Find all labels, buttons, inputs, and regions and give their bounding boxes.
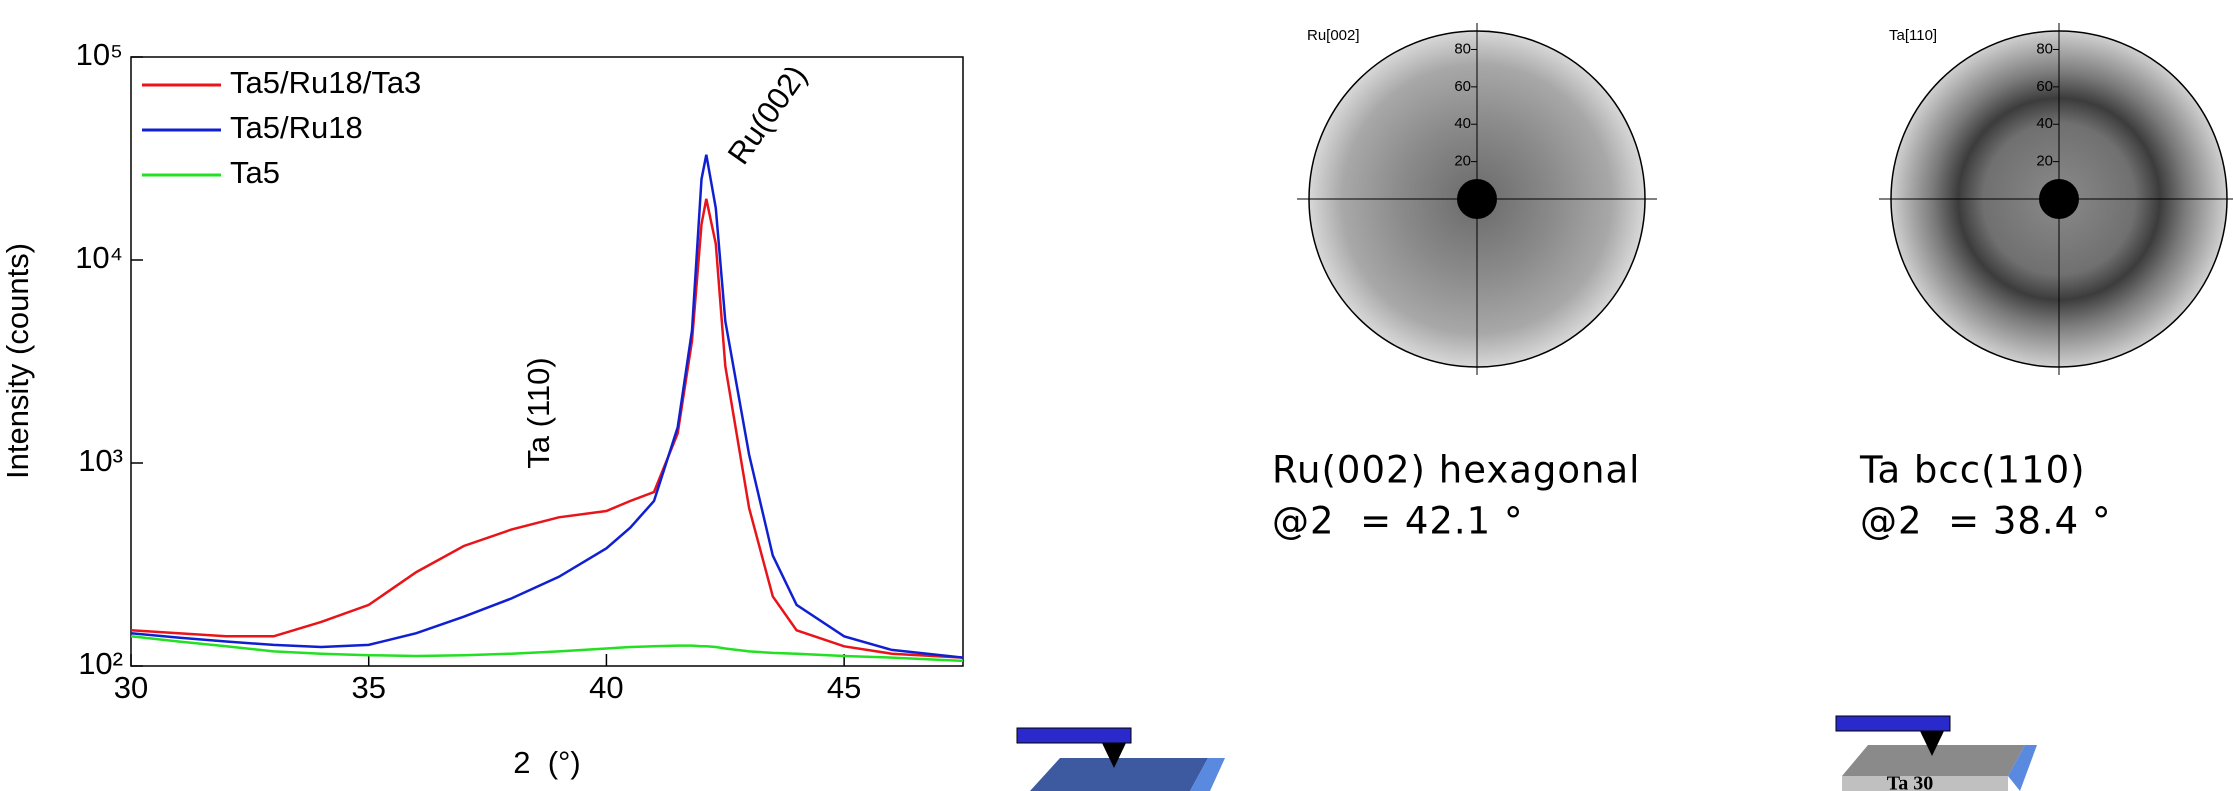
y-tick-label: 10⁵: [76, 37, 123, 72]
probe-tip: [1920, 731, 1944, 756]
ring-label: 20: [2036, 153, 2053, 170]
x-tick-label: 45: [827, 670, 861, 705]
ring-label: 80: [2036, 40, 2053, 57]
x-axis-label: 2 (°): [513, 745, 581, 780]
annotation: Ta (110): [521, 357, 556, 468]
ring-label: 40: [2036, 115, 2053, 132]
x-tick-label: 30: [114, 670, 148, 705]
y-axis-label: Intensity (counts): [0, 243, 35, 479]
pole-label: Ru[002]: [1307, 27, 1360, 44]
probe-tip: [1102, 743, 1126, 768]
y-tick-label: 10²: [78, 646, 123, 681]
x-tick-label: 40: [589, 670, 623, 705]
slab-front: [1842, 776, 2008, 791]
ring-label: 40: [1454, 115, 1471, 132]
slab-side: [2008, 745, 2037, 791]
x-tick-label: 35: [351, 670, 385, 705]
probe: [1016, 727, 1132, 744]
y-tick-label: 10³: [78, 443, 123, 478]
series-line: [130, 154, 964, 659]
center-spot: [1457, 179, 1497, 219]
substrate-side: [1190, 758, 1225, 791]
slab-top: [1842, 745, 2025, 776]
probe: [1835, 715, 1951, 732]
series-line: [130, 198, 964, 659]
substrate: [1030, 758, 1208, 791]
caption: @2 = 38.4 °: [1860, 500, 2111, 543]
caption: Ta bcc(110): [1859, 449, 2086, 492]
ring-label: 60: [1454, 78, 1471, 95]
caption: Ru(002) hexagonal: [1272, 449, 1640, 492]
annotation: Ru(002): [721, 59, 814, 171]
y-tick-label: 10⁴: [75, 240, 123, 275]
legend-label: Ta5/Ru18/Ta3: [230, 65, 421, 100]
ring-label: 60: [2036, 78, 2053, 95]
center-spot: [2039, 179, 2079, 219]
plot-frame: [130, 56, 964, 667]
series-line: [130, 635, 964, 663]
ring-label: 20: [1454, 153, 1471, 170]
pole-label: Ta[110]: [1889, 27, 1937, 44]
schematic-label: Ta 30: [1887, 773, 1934, 791]
ring-label: 80: [1454, 40, 1471, 57]
caption: @2 = 42.1 °: [1272, 500, 1523, 543]
legend-label: Ta5/Ru18: [230, 110, 363, 145]
legend-label: Ta5: [230, 155, 280, 190]
